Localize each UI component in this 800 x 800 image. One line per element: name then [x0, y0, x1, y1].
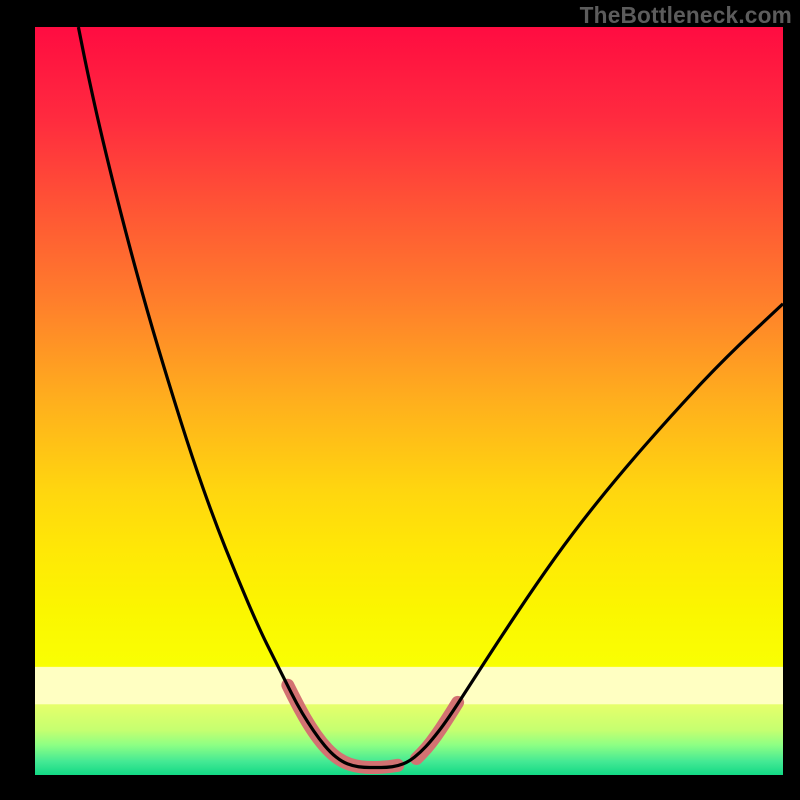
- image-root: TheBottleneck.com: [0, 0, 800, 800]
- watermark-label: TheBottleneck.com: [580, 2, 792, 29]
- chart-svg: [0, 0, 800, 800]
- plot-background: [35, 27, 783, 775]
